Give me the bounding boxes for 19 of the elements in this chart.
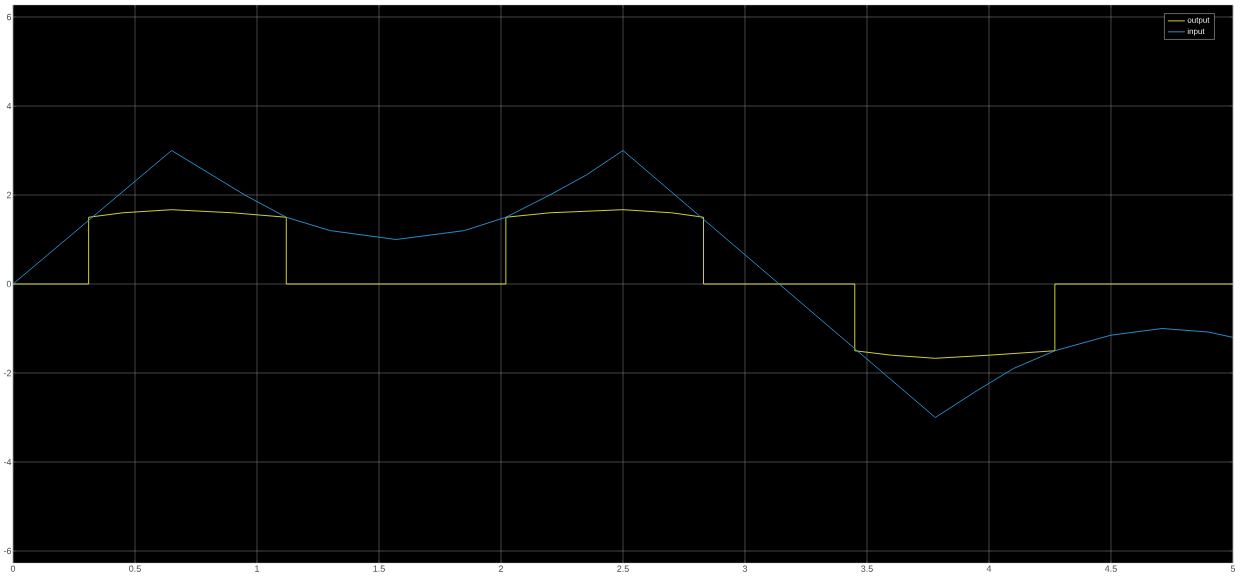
y-tick-label: -2 [3,369,12,377]
y-tick-label: -6 [3,547,12,555]
x-tick-label: 0.5 [129,565,141,572]
x-tick-label: 2.5 [617,565,629,572]
x-tick-label: 5 [1230,565,1236,572]
x-tick-label: 3 [742,565,748,572]
y-tick-label: 4 [6,102,12,110]
line-series [13,209,1233,359]
x-tick-label: 3.5 [861,565,873,572]
x-tick-label: 4.5 [1104,565,1117,572]
y-tick-label: 2 [6,191,12,199]
y-tick-label: 0 [6,280,12,288]
x-tick-label: 1.5 [373,565,385,572]
line-series [13,150,1233,418]
y-tick-label: 6 [6,13,12,21]
x-tick-label: 2 [498,565,504,572]
x-tick-label: 4 [986,565,992,572]
x-tick-label: 1 [255,565,260,572]
y-tick-label: -4 [3,458,12,466]
